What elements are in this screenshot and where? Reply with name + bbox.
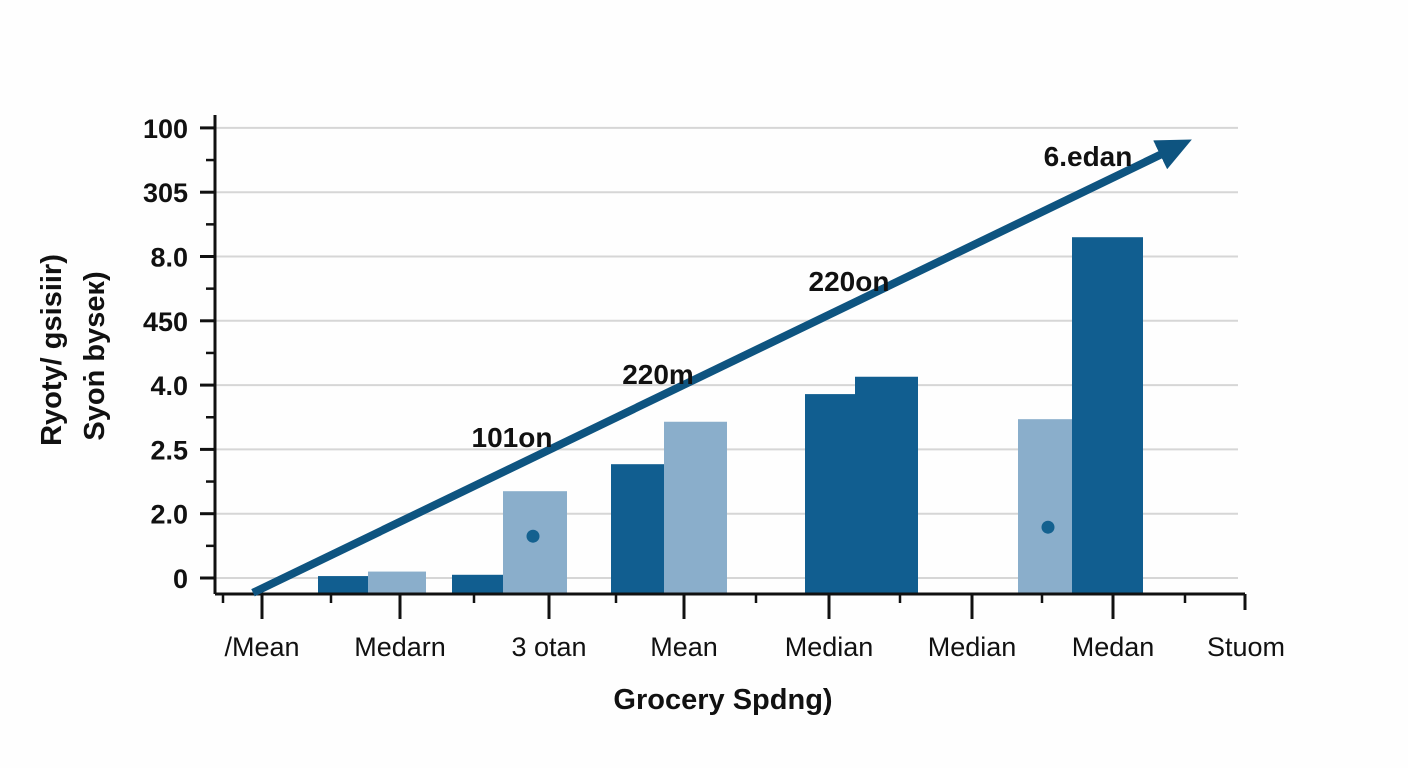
y-tick-label: 2.5 <box>150 435 188 465</box>
bar <box>318 576 368 594</box>
y-tick-label: 4.0 <box>150 371 188 401</box>
bar <box>611 464 664 594</box>
y-tick-label: 450 <box>143 307 188 337</box>
y-tick-label: 2.0 <box>150 500 188 530</box>
y-axis-title-line2: Syoṅ byseк) <box>79 271 111 440</box>
trend-arrow <box>251 139 1192 597</box>
annotation-label: 101on <box>472 422 553 453</box>
y-tick-label: 0 <box>173 564 188 594</box>
x-tick-label: Medarn <box>354 632 446 662</box>
x-tick-label: Medan <box>1072 632 1155 662</box>
bar <box>452 574 503 594</box>
x-axis-title: Grocery Spdng) <box>613 684 832 716</box>
bar <box>503 491 567 594</box>
bar <box>855 376 918 594</box>
y-axis-title-line1: Ryoty/ gsisiir) <box>36 254 68 446</box>
annotation-label: 6.edan <box>1044 141 1133 172</box>
y-tick-label: 8.0 <box>150 243 188 273</box>
x-tick-label: Mean <box>650 632 718 662</box>
annotation-label: 220on <box>809 266 890 297</box>
bar <box>664 421 727 594</box>
x-tick-label: Median <box>785 632 874 662</box>
bar <box>1018 419 1072 594</box>
bar <box>368 571 426 594</box>
bar <box>805 394 855 594</box>
point-marker <box>526 529 540 543</box>
bar <box>1072 237 1143 594</box>
y-tick-label: 100 <box>143 114 188 144</box>
point-marker <box>1041 520 1055 534</box>
y-tick-label: 305 <box>143 178 188 208</box>
x-tick-label: Stuom <box>1207 632 1285 662</box>
annotation-label: 220m <box>622 359 694 390</box>
x-tick-label: Median <box>928 632 1017 662</box>
x-tick-label: 3 otan <box>511 632 586 662</box>
x-tick-label: /Mean <box>224 632 299 662</box>
